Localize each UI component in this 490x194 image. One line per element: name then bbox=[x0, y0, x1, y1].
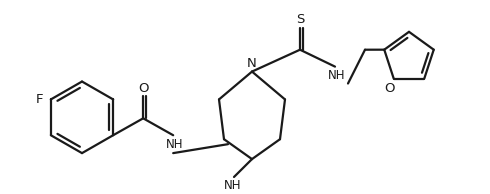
Text: F: F bbox=[36, 93, 44, 106]
Text: O: O bbox=[385, 82, 395, 95]
Text: NH: NH bbox=[224, 179, 242, 192]
Text: NH: NH bbox=[166, 138, 183, 151]
Text: O: O bbox=[138, 82, 148, 95]
Text: NH: NH bbox=[328, 69, 346, 82]
Text: N: N bbox=[247, 57, 257, 70]
Text: S: S bbox=[296, 13, 304, 26]
